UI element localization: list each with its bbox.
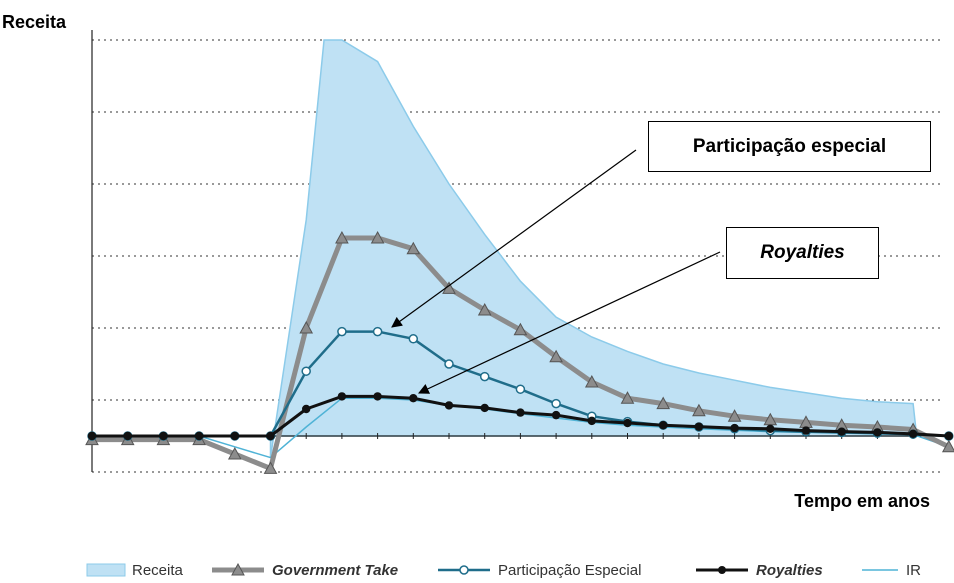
royalties-point-15 xyxy=(623,418,632,428)
government-take-point-16 xyxy=(656,396,671,410)
royalties-point-4 xyxy=(230,431,239,441)
legend-label-government-take: Government Take xyxy=(272,561,399,579)
legend-swatch-government-take xyxy=(212,563,264,576)
callout-royalties: Royalties xyxy=(726,227,879,279)
government-take-point-24 xyxy=(941,439,954,453)
chart-canvas xyxy=(85,30,954,474)
royalties-point-21 xyxy=(837,427,846,436)
government-take-point-13 xyxy=(549,349,563,363)
government-take-point-6 xyxy=(299,320,314,334)
legend-label-receita: Receita xyxy=(132,561,183,579)
series-lines xyxy=(85,230,954,474)
legend: Receita Government Take Participação Esp… xyxy=(0,556,954,583)
royalties-point-23 xyxy=(908,429,918,439)
legend-label-royalties: Royalties xyxy=(756,561,823,579)
legend-item-receita: Receita xyxy=(86,561,183,579)
royalties-point-18 xyxy=(730,423,739,433)
legend-item-government-take: Government Take xyxy=(210,561,398,579)
callout-arrows xyxy=(391,149,721,394)
government-take-point-7 xyxy=(335,230,349,244)
royalties-point-11 xyxy=(480,403,489,413)
arrow-participacao xyxy=(391,149,637,328)
legend-swatch-receita xyxy=(86,563,126,577)
royalties-point-24 xyxy=(944,431,953,441)
participacao-point-7 xyxy=(337,326,347,337)
royalties-point-5 xyxy=(266,431,275,441)
government-take-point-15 xyxy=(620,391,635,404)
royalties-point-1 xyxy=(123,431,132,441)
royalties-point-16 xyxy=(659,421,668,430)
legend-swatch-ir xyxy=(862,569,898,571)
royalties-point-6 xyxy=(302,404,311,414)
royalties-point-17 xyxy=(694,422,704,431)
x-axis-label: Tempo em anos xyxy=(794,491,930,511)
callout-royalties-text: Royalties xyxy=(760,242,845,263)
legend-item-royalties: Royalties xyxy=(694,561,823,579)
legend-label-ir: IR xyxy=(906,561,921,579)
government-take-point-12 xyxy=(513,322,528,336)
royalties-point-0 xyxy=(87,431,97,441)
legend-swatch-participacao-especial xyxy=(438,565,490,575)
legend-item-ir: IR xyxy=(860,561,921,579)
royalties-point-14 xyxy=(587,416,596,426)
participacao-point-8 xyxy=(372,326,383,337)
participacao-point-6 xyxy=(301,366,311,376)
participacao-point-12 xyxy=(515,384,526,394)
legend-swatch-royalties xyxy=(696,566,748,574)
royalties-point-13 xyxy=(551,410,561,420)
royalties-point-7 xyxy=(337,392,347,401)
government-take-point-18 xyxy=(727,409,742,422)
royalties-point-8 xyxy=(373,392,382,401)
government-take-point-9 xyxy=(406,241,421,255)
participacao-point-11 xyxy=(479,371,490,382)
government-take-point-4 xyxy=(227,446,242,460)
government-take-point-5 xyxy=(263,461,278,474)
royalties-point-10 xyxy=(444,401,454,410)
royalties-point-19 xyxy=(766,424,775,433)
government-take-point-11 xyxy=(477,302,492,316)
government-take-point-17 xyxy=(692,403,706,417)
royalties-point-2 xyxy=(159,431,168,441)
callout-participacao-text: Participação especial xyxy=(692,135,887,157)
y-axis-label: Receita xyxy=(2,12,67,32)
legend-label-participacao-especial: Participação Especial xyxy=(498,561,642,579)
arrow-royalties xyxy=(418,251,721,394)
royalties-point-9 xyxy=(409,394,418,403)
participacao-point-10 xyxy=(444,359,454,369)
royalties-point-20 xyxy=(801,426,811,435)
callout-participacao-especial: Participação especial xyxy=(648,121,931,172)
royalties-point-22 xyxy=(873,428,882,437)
government-take-point-14 xyxy=(584,374,599,388)
participacao-point-9 xyxy=(408,334,419,344)
royalties-point-12 xyxy=(516,408,525,417)
legend-item-participacao-especial: Participação Especial xyxy=(436,561,641,579)
royalties-point-3 xyxy=(194,431,204,441)
government-take-point-8 xyxy=(370,230,385,244)
participacao-point-13 xyxy=(551,398,561,409)
